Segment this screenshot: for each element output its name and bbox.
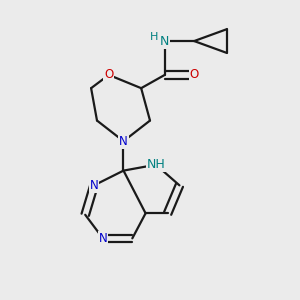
Text: N: N: [119, 135, 128, 148]
Text: O: O: [104, 68, 113, 81]
Text: O: O: [190, 68, 199, 81]
Text: H: H: [150, 32, 159, 42]
Text: N: N: [98, 232, 107, 245]
Text: NH: NH: [146, 158, 165, 171]
Text: N: N: [160, 34, 169, 48]
Text: N: N: [90, 179, 98, 192]
